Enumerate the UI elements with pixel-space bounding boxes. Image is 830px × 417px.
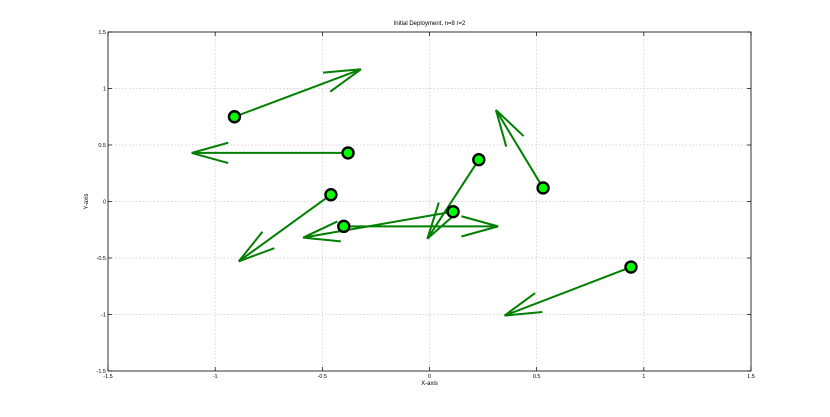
arrows (191, 68, 632, 317)
y-axis-label: Y-axis (84, 193, 90, 209)
sensor-node-marker (536, 181, 550, 195)
arrow-head-barb (302, 236, 341, 243)
arrow-head-barb (237, 231, 264, 263)
arrow-shaft (504, 266, 632, 317)
arrow-head-barb (504, 310, 543, 317)
arrow-head-barb (503, 292, 536, 317)
sensor-node-marker (227, 110, 242, 124)
arrow-head-barb (322, 68, 362, 74)
x-tick-label: 0 (428, 374, 431, 380)
sensor-node-marker (337, 219, 351, 234)
arrow-head-barb (461, 225, 499, 238)
x-tick-label: 1 (642, 374, 645, 380)
sensor-node-marker (341, 146, 355, 160)
arrow-head-barb (191, 151, 229, 165)
arrow-shaft (238, 193, 332, 263)
arrow-head-barb (238, 247, 275, 263)
arrow-head-barb (495, 109, 525, 137)
arrow-head-barb (302, 220, 338, 239)
chart-title: Initial Deployment, n=8 r=2 (394, 21, 466, 27)
arrow-head-barb (329, 68, 362, 93)
arrow-head-barb (494, 109, 508, 147)
y-tick-label: 0 (103, 200, 106, 206)
arrow-head-barb (426, 202, 440, 240)
y-tick-label: -0.5 (97, 256, 106, 262)
y-tick-label: 0.5 (98, 143, 106, 149)
ticks: -1.5 -1 -0.5 0 0.5 1 1.5 -1.5 -1 -0.5 0 0.5 1 1.5 (97, 30, 755, 380)
y-tick-label: -1 (101, 313, 106, 319)
sensor-node-marker (324, 188, 338, 202)
arrow-head-barb (461, 215, 499, 228)
y-tick-label: -1.5 (97, 369, 106, 375)
x-tick-label: -1 (213, 374, 218, 380)
x-tick-label: 1.5 (747, 374, 755, 380)
arrow-shaft (302, 210, 454, 239)
arrow-shaft (234, 68, 362, 118)
markers (227, 110, 638, 274)
arrow-shaft (495, 109, 544, 189)
sensor-node-marker (472, 152, 486, 167)
y-tick-label: 1.5 (98, 30, 106, 36)
x-tick-label: 0.5 (533, 374, 541, 380)
x-tick-label: -0.5 (318, 374, 327, 380)
sensor-node-marker (624, 260, 638, 274)
y-tick-label: 1 (103, 87, 106, 93)
arrow-shaft (426, 159, 480, 240)
sensor-node-marker (446, 204, 460, 219)
arrow-head-barb (191, 141, 229, 154)
x-tick-label: -1.5 (103, 374, 112, 380)
x-axis-label: X-axis (421, 381, 438, 387)
